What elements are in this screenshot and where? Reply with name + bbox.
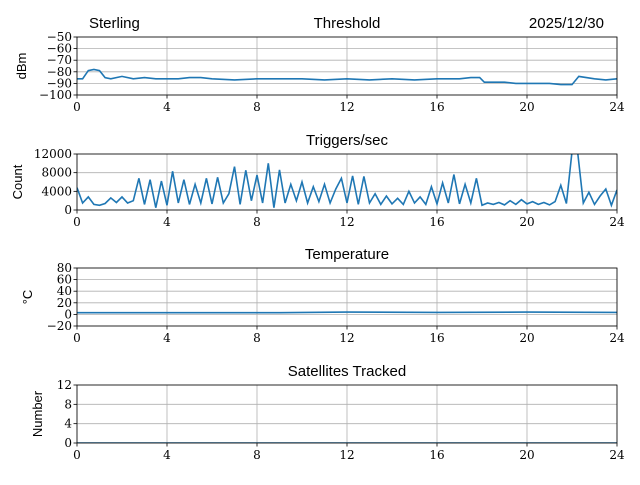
y-tick-label: 8000 bbox=[41, 166, 72, 180]
series-line bbox=[77, 311, 617, 314]
y-tick-label: 12 bbox=[57, 378, 72, 392]
y-axis-label: °C bbox=[20, 290, 35, 305]
x-tick-label: 24 bbox=[609, 100, 625, 114]
axes-frame bbox=[76, 384, 618, 444]
x-tick-label: 12 bbox=[339, 448, 354, 462]
x-tick-label: 0 bbox=[73, 331, 81, 345]
date-label: 2025/12/30 bbox=[529, 15, 604, 32]
x-tick-label: 8 bbox=[253, 100, 261, 114]
y-tick-label: 8 bbox=[64, 397, 72, 411]
x-tick-label: 16 bbox=[429, 215, 444, 229]
y-tick-label: 20 bbox=[57, 296, 72, 310]
axes-frame bbox=[76, 36, 618, 96]
y-tick-label: −100 bbox=[39, 88, 72, 102]
subplot-title: Satellites Tracked bbox=[288, 363, 406, 380]
x-tick-label: 0 bbox=[73, 448, 81, 462]
x-tick-label: 16 bbox=[429, 100, 444, 114]
x-tick-label: 24 bbox=[609, 215, 625, 229]
y-tick-label: 80 bbox=[57, 261, 72, 275]
y-tick-label: 4 bbox=[64, 417, 72, 431]
x-tick-label: 12 bbox=[339, 215, 354, 229]
y-tick-label: −80 bbox=[47, 65, 72, 79]
y-tick-label: 4000 bbox=[41, 184, 72, 198]
y-tick-label: −60 bbox=[47, 42, 72, 56]
x-tick-label: 12 bbox=[339, 331, 354, 345]
subplot-3: 0 4 8 12 16 20 24 0 4 8 12 Satellites Tracked Number bbox=[30, 363, 625, 462]
x-tick-label: 8 bbox=[253, 448, 261, 462]
y-tick-label: 60 bbox=[57, 273, 72, 287]
y-tick-label: 0 bbox=[64, 203, 72, 217]
x-tick-label: 16 bbox=[429, 448, 444, 462]
x-tick-label: 4 bbox=[163, 448, 171, 462]
station-label: Sterling bbox=[89, 15, 140, 32]
x-tick-label: 8 bbox=[253, 331, 261, 345]
subplot-title: Temperature bbox=[305, 246, 389, 263]
x-tick-label: 8 bbox=[253, 215, 261, 229]
x-tick-label: 12 bbox=[339, 100, 354, 114]
y-tick-label: −90 bbox=[47, 76, 72, 90]
x-tick-label: 0 bbox=[73, 215, 81, 229]
series-line bbox=[77, 154, 617, 208]
x-tick-label: 24 bbox=[609, 448, 625, 462]
axes-frame bbox=[76, 153, 618, 211]
x-tick-label: 20 bbox=[519, 448, 534, 462]
y-tick-label: 12000 bbox=[34, 147, 72, 161]
subplot-1: 0 4 8 12 16 20 24 0 4000 8000 12000 Triggers/sec Cou… bbox=[10, 132, 625, 229]
x-tick-label: 4 bbox=[163, 100, 171, 114]
y-tick-label: −50 bbox=[47, 30, 72, 44]
x-tick-label: 4 bbox=[163, 215, 171, 229]
axes-frame bbox=[76, 267, 618, 327]
x-tick-label: 24 bbox=[609, 331, 625, 345]
y-tick-label: 40 bbox=[57, 284, 72, 298]
x-tick-label: 16 bbox=[429, 331, 444, 345]
y-tick-label: 0 bbox=[64, 436, 72, 450]
y-tick-label: 0 bbox=[64, 307, 72, 321]
y-tick-label: −70 bbox=[47, 53, 72, 67]
y-axis-label: Number bbox=[30, 390, 45, 437]
series-line bbox=[77, 68, 617, 86]
x-tick-label: 0 bbox=[73, 100, 81, 114]
subplot-0: 0 4 8 12 16 20 24 −100−90−80−70−60−50 Threshold d… bbox=[14, 15, 625, 114]
x-tick-label: 20 bbox=[519, 331, 534, 345]
y-axis-label: dBm bbox=[14, 53, 29, 80]
y-axis-label: Count bbox=[10, 164, 25, 199]
subplot-title: Triggers/sec bbox=[306, 132, 388, 149]
x-tick-label: 20 bbox=[519, 100, 534, 114]
x-tick-label: 4 bbox=[163, 331, 171, 345]
x-tick-label: 20 bbox=[519, 215, 534, 229]
y-tick-label: −20 bbox=[47, 319, 72, 333]
subplot-title: Threshold bbox=[314, 15, 381, 32]
